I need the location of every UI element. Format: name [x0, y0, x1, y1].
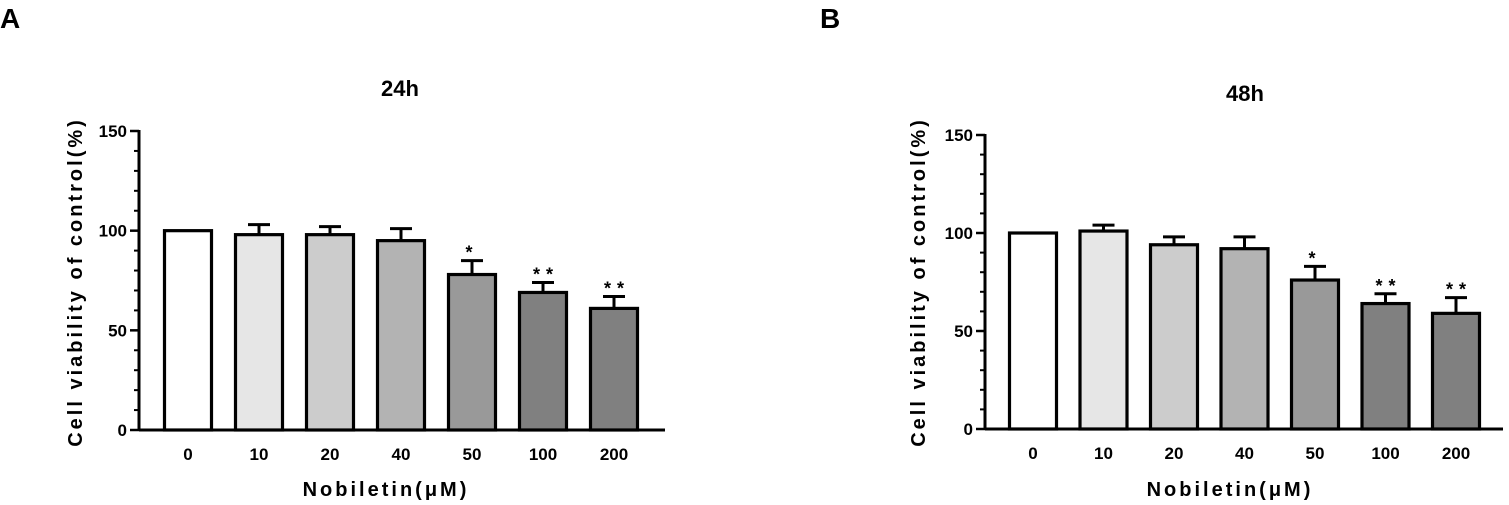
y-tick-label: 50 — [954, 322, 973, 341]
y-tick-label: 0 — [964, 420, 973, 439]
bar-100 — [1360, 301, 1411, 431]
panel-a: A 24h Nobiletin(μM) Cell viability of co… — [0, 3, 665, 501]
significance-marker: ** — [604, 278, 630, 298]
x-tick-label: 10 — [1094, 444, 1113, 463]
y-axis-label: Cell viability of control(%) — [65, 117, 87, 447]
y-tick-label: 150 — [945, 126, 973, 145]
chart-marks: 0 50 100 150 0 10 20 40 * 50 ** 100 ** 200 — [945, 126, 1503, 463]
bar-10 — [1078, 229, 1129, 431]
y-tick-label: 0 — [118, 421, 127, 440]
x-tick-label: 200 — [1442, 444, 1470, 463]
bar-20 — [304, 233, 356, 432]
significance-marker: ** — [533, 264, 559, 284]
x-tick-label: 0 — [1028, 444, 1037, 463]
significance-marker: * — [1308, 248, 1321, 268]
bar-40 — [375, 239, 427, 432]
bar-200 — [588, 306, 640, 432]
bar-0 — [1007, 231, 1059, 431]
x-tick-label: 200 — [600, 445, 628, 464]
x-tick-label: 20 — [1165, 444, 1184, 463]
x-tick-label: 40 — [1235, 444, 1254, 463]
bar-20 — [1148, 243, 1200, 431]
chart-marks: 0 50 100 150 0 10 20 40 * 50 ** 100 ** 200 — [99, 122, 665, 464]
chart-title-24h: 24h — [381, 76, 419, 101]
x-tick-label: 40 — [392, 445, 411, 464]
significance-marker: ** — [1375, 276, 1401, 296]
y-tick-label: 150 — [99, 122, 127, 141]
x-axis-label: Nobiletin(μM) — [303, 479, 470, 501]
x-tick-label: 10 — [250, 445, 269, 464]
panel-letter-a: A — [0, 3, 20, 34]
y-tick-label: 50 — [108, 321, 127, 340]
y-axis-label: Cell viability of control(%) — [908, 117, 930, 447]
bar-40 — [1219, 247, 1270, 431]
panel-letter-b: B — [820, 3, 840, 34]
x-tick-label: 100 — [1371, 444, 1399, 463]
panel-b: B 48h Nobiletin(μM) Cell viability of co… — [820, 3, 1503, 501]
x-tick-label: 50 — [463, 445, 482, 464]
significance-marker: * — [465, 243, 478, 263]
bar-10 — [233, 233, 285, 432]
significance-marker: ** — [1446, 280, 1472, 300]
x-tick-label: 100 — [529, 445, 557, 464]
x-axis-label: Nobiletin(μM) — [1147, 479, 1314, 501]
bar-50 — [446, 272, 498, 432]
x-tick-label: 20 — [321, 445, 340, 464]
chart-title-48h: 48h — [1226, 81, 1264, 106]
y-tick-label: 100 — [99, 222, 127, 241]
bar-100 — [517, 290, 569, 432]
x-tick-label: 0 — [183, 445, 192, 464]
bar-200 — [1430, 311, 1482, 431]
x-tick-label: 50 — [1306, 444, 1325, 463]
bar-50 — [1289, 278, 1341, 431]
bar-0 — [162, 229, 214, 432]
y-tick-label: 100 — [945, 224, 973, 243]
